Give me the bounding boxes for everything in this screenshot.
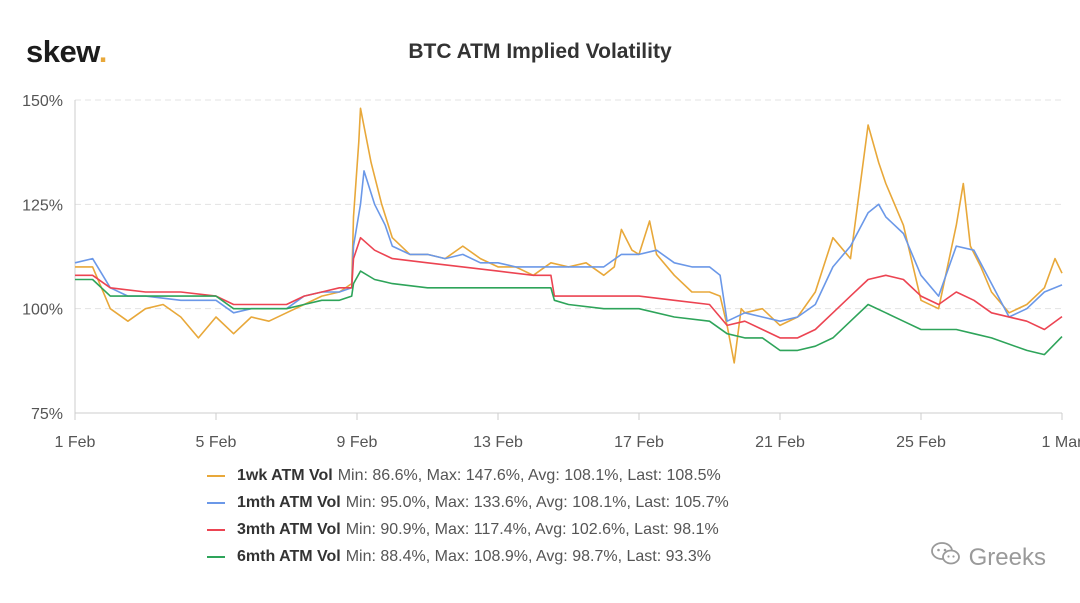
x-tick-label: 9 Feb: [337, 434, 378, 451]
label-layer: 75% 100% 125% 150% 1 Feb 5 Feb 9 Feb 13 Feb 17 F…: [22, 93, 1080, 451]
chart-title: BTC ATM Implied Volatility: [408, 40, 672, 63]
legend-series-stats: Min: 95.0%, Max: 133.6%, Avg: 108.1%, La…: [345, 493, 729, 511]
series-line-1wk: [75, 107, 1063, 364]
series-line-6mth: [75, 270, 1063, 356]
y-tick-label: 75%: [31, 406, 63, 423]
y-tick-label: 125%: [22, 197, 63, 214]
legend-series-stats: Min: 86.6%, Max: 147.6%, Avg: 108.1%, La…: [337, 466, 721, 484]
legend-series-name: 1wk ATM Vol: [237, 466, 333, 484]
legend-series-stats: Min: 88.4%, Max: 108.9%, Avg: 98.7%, Las…: [345, 547, 711, 565]
legend-series-stats: Min: 90.9%, Max: 117.4%, Avg: 102.6%, La…: [345, 520, 719, 538]
legend-swatch: [207, 528, 225, 531]
legend-series-name: 1mth ATM Vol: [237, 493, 341, 511]
x-tick-label: 21 Feb: [755, 434, 805, 451]
legend-swatch: [207, 474, 225, 477]
x-tick-label: 25 Feb: [896, 434, 946, 451]
axis-layer: [74, 100, 1063, 420]
grid-layer: [75, 99, 1062, 310]
legend-swatch: [207, 501, 225, 504]
wechat-icon: [930, 542, 961, 573]
watermark-text: Greeks: [968, 543, 1046, 571]
legend: 1wk ATM Vol Min: 86.6%, Max: 147.6%, Avg:…: [207, 462, 729, 570]
x-tick-label: 1 Feb: [55, 434, 96, 451]
x-tick-label: 17 Feb: [614, 434, 664, 451]
legend-item-1wk[interactable]: 1wk ATM Vol Min: 86.6%, Max: 147.6%, Avg:…: [207, 462, 729, 489]
legend-item-6mth[interactable]: 6mth ATM Vol Min: 88.4%, Max: 108.9%, Avg…: [207, 543, 729, 570]
y-tick-label: 150%: [22, 93, 63, 110]
legend-series-name: 3mth ATM Vol: [237, 520, 341, 538]
skew-logo: skew.: [26, 34, 107, 70]
legend-swatch: [207, 555, 225, 558]
y-tick-label: 100%: [22, 302, 63, 319]
series-line-3mth: [75, 236, 1063, 339]
logo-dot: .: [98, 34, 108, 69]
legend-series-name: 6mth ATM Vol: [237, 547, 341, 565]
x-tick-label: 5 Feb: [196, 434, 237, 451]
x-tick-label: 1 Mar: [1042, 434, 1080, 451]
series-layer: [74, 107, 1063, 364]
legend-item-1mth[interactable]: 1mth ATM Vol Min: 95.0%, Max: 133.6%, Avg…: [207, 489, 729, 516]
watermark: Greeks: [930, 542, 1046, 573]
x-tick-label: 13 Feb: [473, 434, 523, 451]
logo-text: skew: [26, 34, 99, 69]
legend-item-3mth[interactable]: 3mth ATM Vol Min: 90.9%, Max: 117.4%, Avg…: [207, 516, 729, 543]
